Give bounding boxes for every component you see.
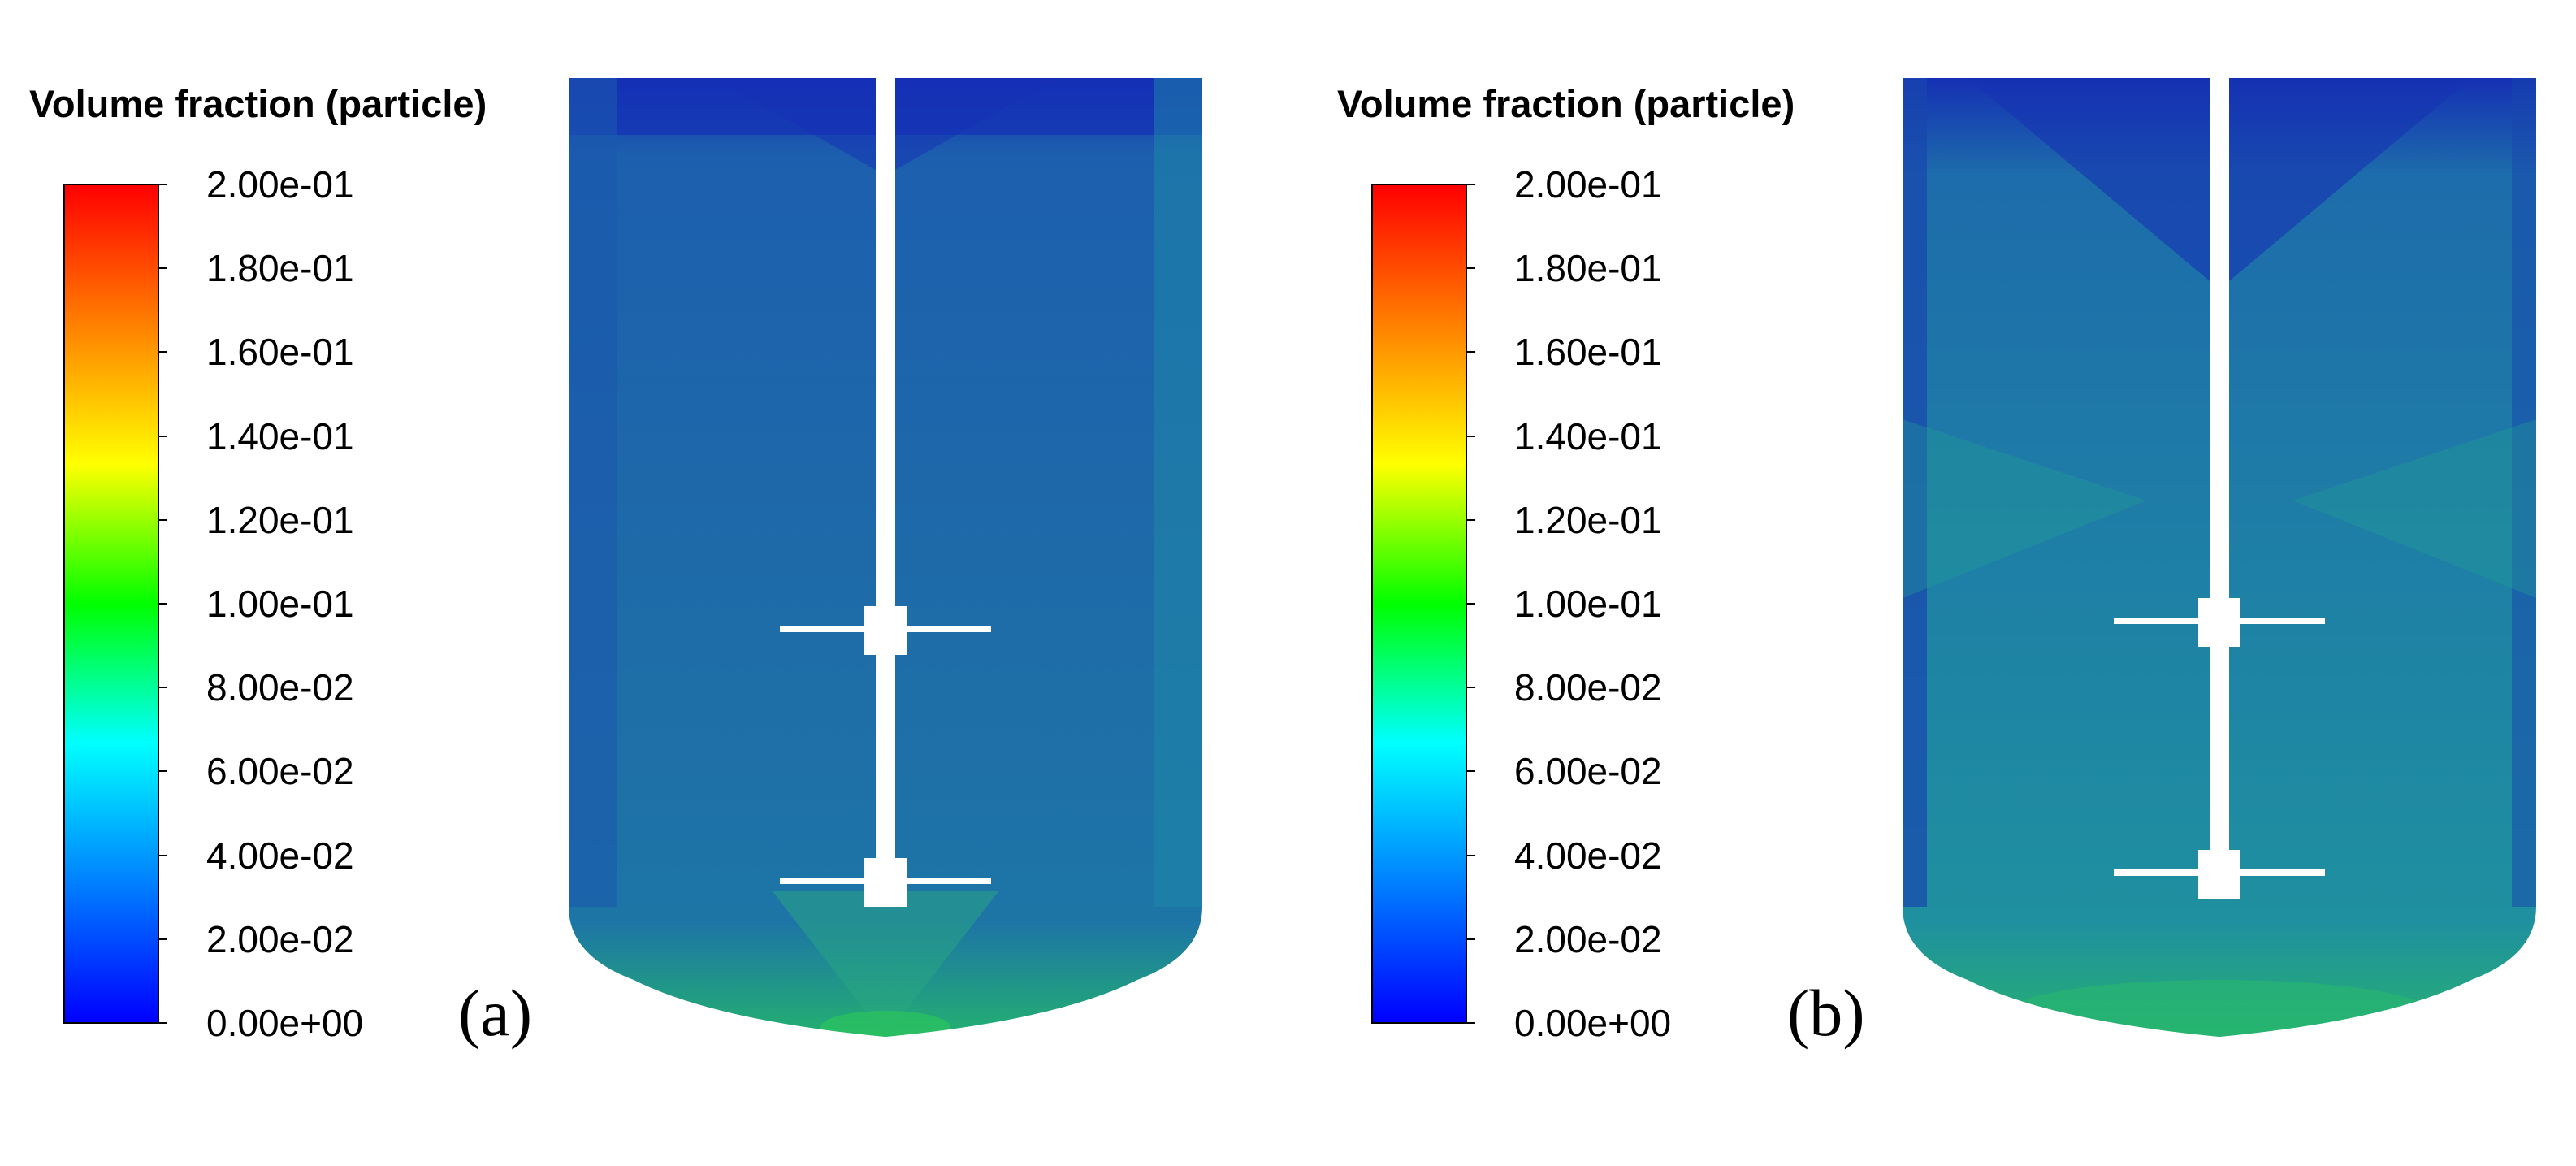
colorbar-tick-mark: [158, 938, 167, 940]
colorbar-tick-mark: [158, 435, 167, 437]
colorbar-tick-label: 0.00e+00: [1514, 1002, 1672, 1044]
colorbar-tick-label: 1.20e-01: [206, 498, 354, 541]
colorbar-tick-label: 1.40e-01: [1514, 414, 1662, 457]
colorbar-tick-label: 2.00e-02: [206, 917, 354, 960]
colorbar-tick-mark: [1466, 603, 1475, 605]
colorbar-tick-label: 4.00e-02: [206, 834, 354, 877]
colorbar-tick-mark: [1466, 687, 1475, 689]
colorbar-tick-label: 6.00e-02: [1514, 750, 1662, 793]
colorbar-tick-mark: [158, 267, 167, 270]
colorbar-tick-label: 1.40e-01: [206, 414, 354, 457]
colorbar-tick-mark: [158, 770, 167, 773]
colorbar-tick-label: 1.80e-01: [1514, 247, 1662, 290]
colorbar-tick-mark: [158, 184, 167, 185]
colorbar-tick-mark: [158, 1022, 167, 1024]
colorbar-tick-label: 4.00e-02: [1514, 834, 1662, 877]
colorbar-tick-mark: [158, 854, 167, 856]
colorbar-tick-mark: [158, 351, 167, 353]
colorbar-title: Volume fraction (particle): [1337, 82, 1795, 125]
colorbar-tick-label: 1.60e-01: [1514, 331, 1662, 374]
shaft: [876, 78, 895, 907]
colorbar: [63, 184, 159, 1024]
colorbar-tick-mark: [1466, 770, 1475, 773]
colorbar-tick-label: 8.00e-02: [206, 666, 354, 709]
vessel-contour: [569, 78, 1202, 1037]
colorbar-tick-label: 2.00e-02: [1514, 917, 1662, 960]
panel-label: (a): [458, 976, 533, 1050]
colorbar-tick-label: 2.00e-01: [206, 163, 354, 206]
colorbar-tick-mark: [158, 687, 167, 689]
colorbar-tick-label: 1.00e-01: [206, 583, 354, 625]
impeller-blade-lower: [780, 878, 991, 884]
colorbar-tick-label: 0.00e+00: [206, 1002, 364, 1044]
panel-a: Volume fraction (particle) 2.00e-01 1.80e…: [29, 78, 1202, 1050]
colorbar-tick-label: 2.00e-01: [1514, 163, 1662, 206]
panel-b: Volume fraction (particle) 2.00e-01 1.80e…: [1308, 0, 2576, 1166]
vessel-contour: [1903, 78, 2536, 1037]
colorbar-tick-mark: [158, 518, 167, 521]
impeller-blade-upper: [2114, 618, 2325, 624]
colorbar-tick-mark: [1466, 435, 1475, 437]
colorbar-tick-label: 6.00e-02: [206, 750, 354, 793]
shaft: [2210, 78, 2229, 899]
colorbar-tick-label: 1.60e-01: [206, 331, 354, 374]
colorbar-tick-label: 8.00e-02: [1514, 666, 1662, 709]
colorbar-tick-mark: [1466, 518, 1475, 521]
colorbar-tick-label: 1.00e-01: [1514, 583, 1662, 625]
colorbar-tick-mark: [1466, 938, 1475, 940]
colorbar-tick-mark: [1466, 854, 1475, 856]
colorbar-tick-label: 1.80e-01: [206, 247, 354, 290]
impeller-blade-lower: [2114, 869, 2325, 876]
colorbar-tick-mark: [1466, 184, 1475, 185]
colorbar-tick-label: 1.20e-01: [1514, 498, 1662, 541]
colorbar-tick-mark: [1466, 267, 1475, 270]
panel-label: (b): [1787, 976, 1865, 1050]
colorbar-title: Volume fraction (particle): [29, 82, 487, 125]
colorbar-tick-mark: [158, 603, 167, 605]
colorbar-tick-mark: [1466, 351, 1475, 353]
colorbar: [1371, 184, 1467, 1024]
impeller-blade-upper: [780, 626, 991, 632]
colorbar-tick-mark: [1466, 1022, 1475, 1024]
